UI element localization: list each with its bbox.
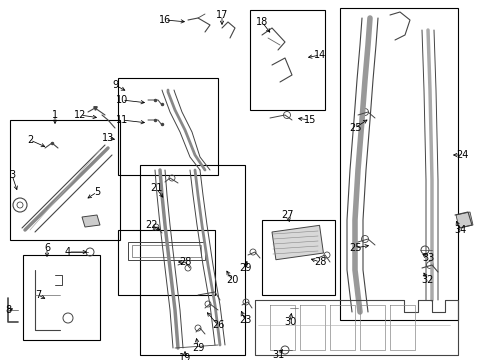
Text: 27: 27 — [281, 210, 294, 220]
Bar — [262, 220, 334, 295]
Polygon shape — [455, 212, 472, 228]
Text: 33: 33 — [421, 253, 433, 263]
Text: 24: 24 — [455, 150, 467, 160]
Text: 5: 5 — [94, 187, 100, 197]
Bar — [118, 230, 215, 295]
Text: 8: 8 — [5, 305, 11, 315]
Text: 16: 16 — [159, 15, 171, 25]
Text: 15: 15 — [303, 115, 316, 125]
Text: 25: 25 — [348, 123, 361, 133]
Text: 7: 7 — [35, 290, 41, 300]
Text: 26: 26 — [211, 320, 224, 330]
Text: 34: 34 — [453, 225, 465, 235]
Text: 12: 12 — [74, 110, 86, 120]
Text: 22: 22 — [145, 220, 158, 230]
Text: 3: 3 — [9, 170, 15, 180]
Text: 30: 30 — [284, 317, 296, 327]
Text: 9: 9 — [112, 80, 118, 90]
Text: 31: 31 — [271, 350, 284, 360]
Text: 4: 4 — [65, 247, 71, 257]
Text: 29: 29 — [238, 263, 251, 273]
Bar — [10, 120, 120, 240]
Text: 32: 32 — [421, 275, 433, 285]
Text: 14: 14 — [313, 50, 325, 60]
Polygon shape — [82, 215, 100, 227]
Text: 29: 29 — [191, 343, 204, 353]
Text: 1: 1 — [52, 110, 58, 120]
Text: 6: 6 — [44, 243, 50, 253]
Text: 18: 18 — [255, 17, 267, 27]
Text: 17: 17 — [215, 10, 228, 20]
Text: 2: 2 — [27, 135, 33, 145]
Text: 25: 25 — [348, 243, 361, 253]
Bar — [118, 78, 218, 175]
Text: 11: 11 — [116, 115, 128, 125]
Bar — [249, 10, 325, 110]
Bar — [140, 165, 244, 355]
Bar — [23, 255, 100, 340]
Bar — [271, 225, 323, 260]
Text: 28: 28 — [179, 257, 191, 267]
Bar — [339, 8, 457, 320]
Text: 13: 13 — [102, 133, 114, 143]
Text: 10: 10 — [116, 95, 128, 105]
Text: 28: 28 — [313, 257, 325, 267]
Text: 19: 19 — [179, 353, 191, 360]
Text: 21: 21 — [149, 183, 162, 193]
Text: 20: 20 — [225, 275, 238, 285]
Text: 23: 23 — [238, 315, 251, 325]
